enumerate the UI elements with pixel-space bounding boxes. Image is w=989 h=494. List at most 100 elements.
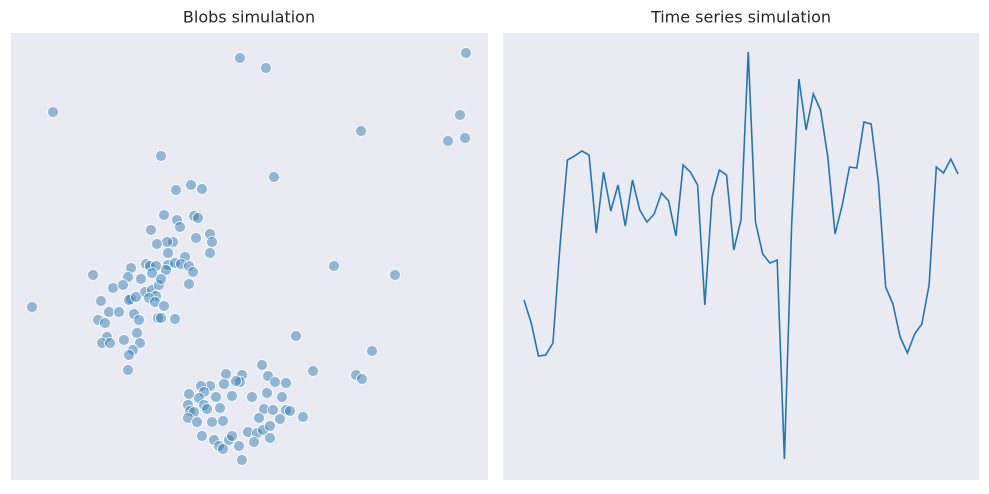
scatter-point xyxy=(204,247,216,259)
scatter-point xyxy=(258,403,270,415)
scatter-point xyxy=(26,301,38,313)
scatter-point xyxy=(187,266,199,278)
scatter-point xyxy=(155,273,167,285)
scatter-point xyxy=(442,135,454,147)
scatter-point xyxy=(217,443,229,455)
scatter-point xyxy=(267,404,279,416)
scatter-point xyxy=(155,312,167,324)
scatter-point xyxy=(280,377,292,389)
scatter-point xyxy=(274,413,286,425)
scatter-point xyxy=(117,279,129,291)
scatter-point xyxy=(183,388,195,400)
plot-area xyxy=(11,33,488,480)
scatter-point xyxy=(204,380,216,392)
scatter-point xyxy=(99,317,111,329)
scatter-point xyxy=(92,314,104,326)
scatter-point xyxy=(145,224,157,236)
scatter-point xyxy=(242,426,254,438)
scatter-point xyxy=(123,294,135,306)
scatter-point xyxy=(256,359,268,371)
scatter-point xyxy=(161,236,173,248)
scatter-point xyxy=(257,424,269,436)
scatter-point xyxy=(261,387,273,399)
scatter-point xyxy=(214,402,226,414)
scatter-point xyxy=(183,278,195,290)
scatter-point xyxy=(139,286,151,298)
scatter-point xyxy=(146,267,158,279)
scatter-point xyxy=(206,416,218,428)
scatter-point xyxy=(260,62,272,74)
scatter-point xyxy=(123,349,135,361)
scatter-point xyxy=(101,331,113,343)
scatter-point xyxy=(280,404,292,416)
scatter-point xyxy=(107,282,119,294)
scatter-point xyxy=(155,150,167,162)
scatter-point xyxy=(171,214,183,226)
scatter-point xyxy=(297,411,309,423)
scatter-point xyxy=(210,391,222,403)
scatter-point xyxy=(290,330,302,342)
scatter-point xyxy=(217,415,229,427)
scatter-point xyxy=(284,405,296,417)
scatter-point xyxy=(220,368,232,380)
scatter-point xyxy=(144,260,156,272)
scatter-point xyxy=(236,369,248,381)
chart-title: Time series simulation xyxy=(650,8,831,27)
scatter-point xyxy=(246,391,258,403)
scatter-point xyxy=(192,212,204,224)
scatter-point xyxy=(125,262,137,274)
scatter-point xyxy=(160,264,172,276)
scatter-point xyxy=(150,260,162,272)
scatter-point xyxy=(307,365,319,377)
scatter-point xyxy=(226,430,238,442)
scatter-point xyxy=(366,345,378,357)
scatter-point xyxy=(47,106,59,118)
scatter-point xyxy=(253,412,265,424)
scatter-point xyxy=(234,376,246,388)
scatter-point xyxy=(454,109,466,121)
scatter-point xyxy=(174,221,186,233)
scatter-point xyxy=(268,171,280,183)
scatter-point xyxy=(208,434,220,446)
scatter-point xyxy=(233,440,245,452)
scatter-point xyxy=(152,312,164,324)
scatter-point xyxy=(328,260,340,272)
scatter-point xyxy=(184,405,196,417)
scatter-point xyxy=(190,232,202,244)
scatter-point xyxy=(169,313,181,325)
scatter-point xyxy=(248,436,260,448)
scatter-point xyxy=(151,238,163,250)
scatter-point xyxy=(135,273,147,285)
scatter-point xyxy=(128,308,140,320)
scatter-point xyxy=(96,337,108,349)
scatter-point xyxy=(133,314,145,326)
scatter-point xyxy=(195,380,207,392)
scatter-point xyxy=(158,209,170,221)
scatter-point xyxy=(196,430,208,442)
scatter-point xyxy=(131,327,143,339)
scatter-point xyxy=(226,390,238,402)
line-series xyxy=(523,51,959,460)
scatter-point xyxy=(170,184,182,196)
scatter-point xyxy=(355,125,367,137)
scatter-point xyxy=(118,334,130,346)
scatter-point xyxy=(269,376,281,388)
scatter-point xyxy=(460,47,472,59)
scatter-point xyxy=(196,183,208,195)
scatter-point xyxy=(103,306,115,318)
scatter-point xyxy=(150,290,162,302)
scatter-point xyxy=(206,236,218,248)
scatter-point xyxy=(95,295,107,307)
scatter-point xyxy=(356,373,368,385)
scatter-point xyxy=(276,391,288,403)
scatter-point xyxy=(162,247,174,259)
scatter-point xyxy=(134,337,146,349)
scatter-point xyxy=(167,236,179,248)
scatter-point xyxy=(191,416,203,428)
scatter-point xyxy=(198,386,210,398)
scatter-point xyxy=(251,427,263,439)
scatter-point xyxy=(87,269,99,281)
scatter-point xyxy=(143,292,155,304)
plot-area xyxy=(503,33,979,480)
